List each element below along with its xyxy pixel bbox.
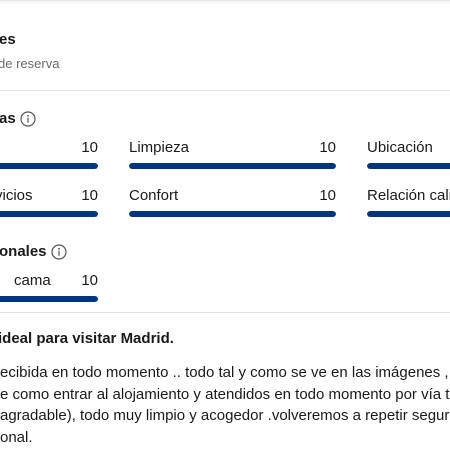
score-bar-fill [0, 296, 98, 302]
score-value: 10 [81, 139, 98, 156]
categories-title-text: as [0, 110, 16, 127]
score-bar [367, 211, 450, 217]
additional-title: onales [0, 243, 67, 261]
score-value: 10 [319, 139, 336, 156]
review-line: e como entrar al alojamiento y atendidos… [0, 385, 450, 403]
review-line: ecibida en todo momento .. todo tal y co… [0, 364, 450, 381]
score-bar [0, 163, 98, 169]
reviewer-header-subtitle: de reserva [0, 56, 60, 71]
score-bar [129, 163, 336, 169]
reviewer-header-title: es [0, 31, 16, 48]
score-label: Relación calid [367, 187, 450, 204]
info-circle-icon[interactable] [20, 111, 36, 127]
review-body: ecibida en todo momento .. todo tal y co… [0, 362, 450, 448]
score-label: Limpieza [129, 139, 190, 156]
score-bar-fill [0, 163, 98, 169]
score-bar [129, 211, 336, 217]
review-line: agradable), todo muy limpio y acogedor .… [0, 407, 450, 424]
top-border [0, 0, 450, 5]
review-line: onal. [0, 428, 33, 446]
score-label: rvicios [0, 187, 33, 204]
score-item-cama: cama 10 [0, 272, 98, 302]
score-item-confort: Confort 10 [129, 187, 336, 217]
additional-title-text: onales [0, 243, 47, 260]
section-divider [0, 312, 450, 313]
score-bar-fill [129, 163, 336, 169]
score-value: 10 [81, 272, 98, 289]
score-bar [0, 296, 98, 302]
score-value: 10 [319, 187, 336, 204]
score-label: cama [14, 272, 51, 289]
review-title: ideal para visitar Madrid. [0, 330, 174, 347]
score-bar [367, 163, 450, 169]
score-item-servicios: rvicios 10 [0, 187, 98, 217]
score-bar-fill [129, 211, 336, 217]
score-item-limpieza: Limpieza 10 [129, 139, 336, 169]
section-divider [0, 90, 450, 91]
score-bar-fill [0, 211, 98, 217]
score-bar [0, 211, 98, 217]
score-value: 10 [81, 187, 98, 204]
info-circle-icon[interactable] [50, 244, 67, 260]
score-label: Confort [129, 187, 179, 204]
score-item-staff: 10 [0, 139, 98, 169]
categories-title: as [0, 110, 36, 128]
score-item-relacion-calidad: Relación calid [367, 187, 450, 217]
score-bar-fill [367, 211, 450, 217]
score-item-ubicacion: Ubicación [367, 139, 450, 169]
score-bar-fill [367, 163, 450, 169]
score-label: Ubicación [367, 139, 433, 156]
